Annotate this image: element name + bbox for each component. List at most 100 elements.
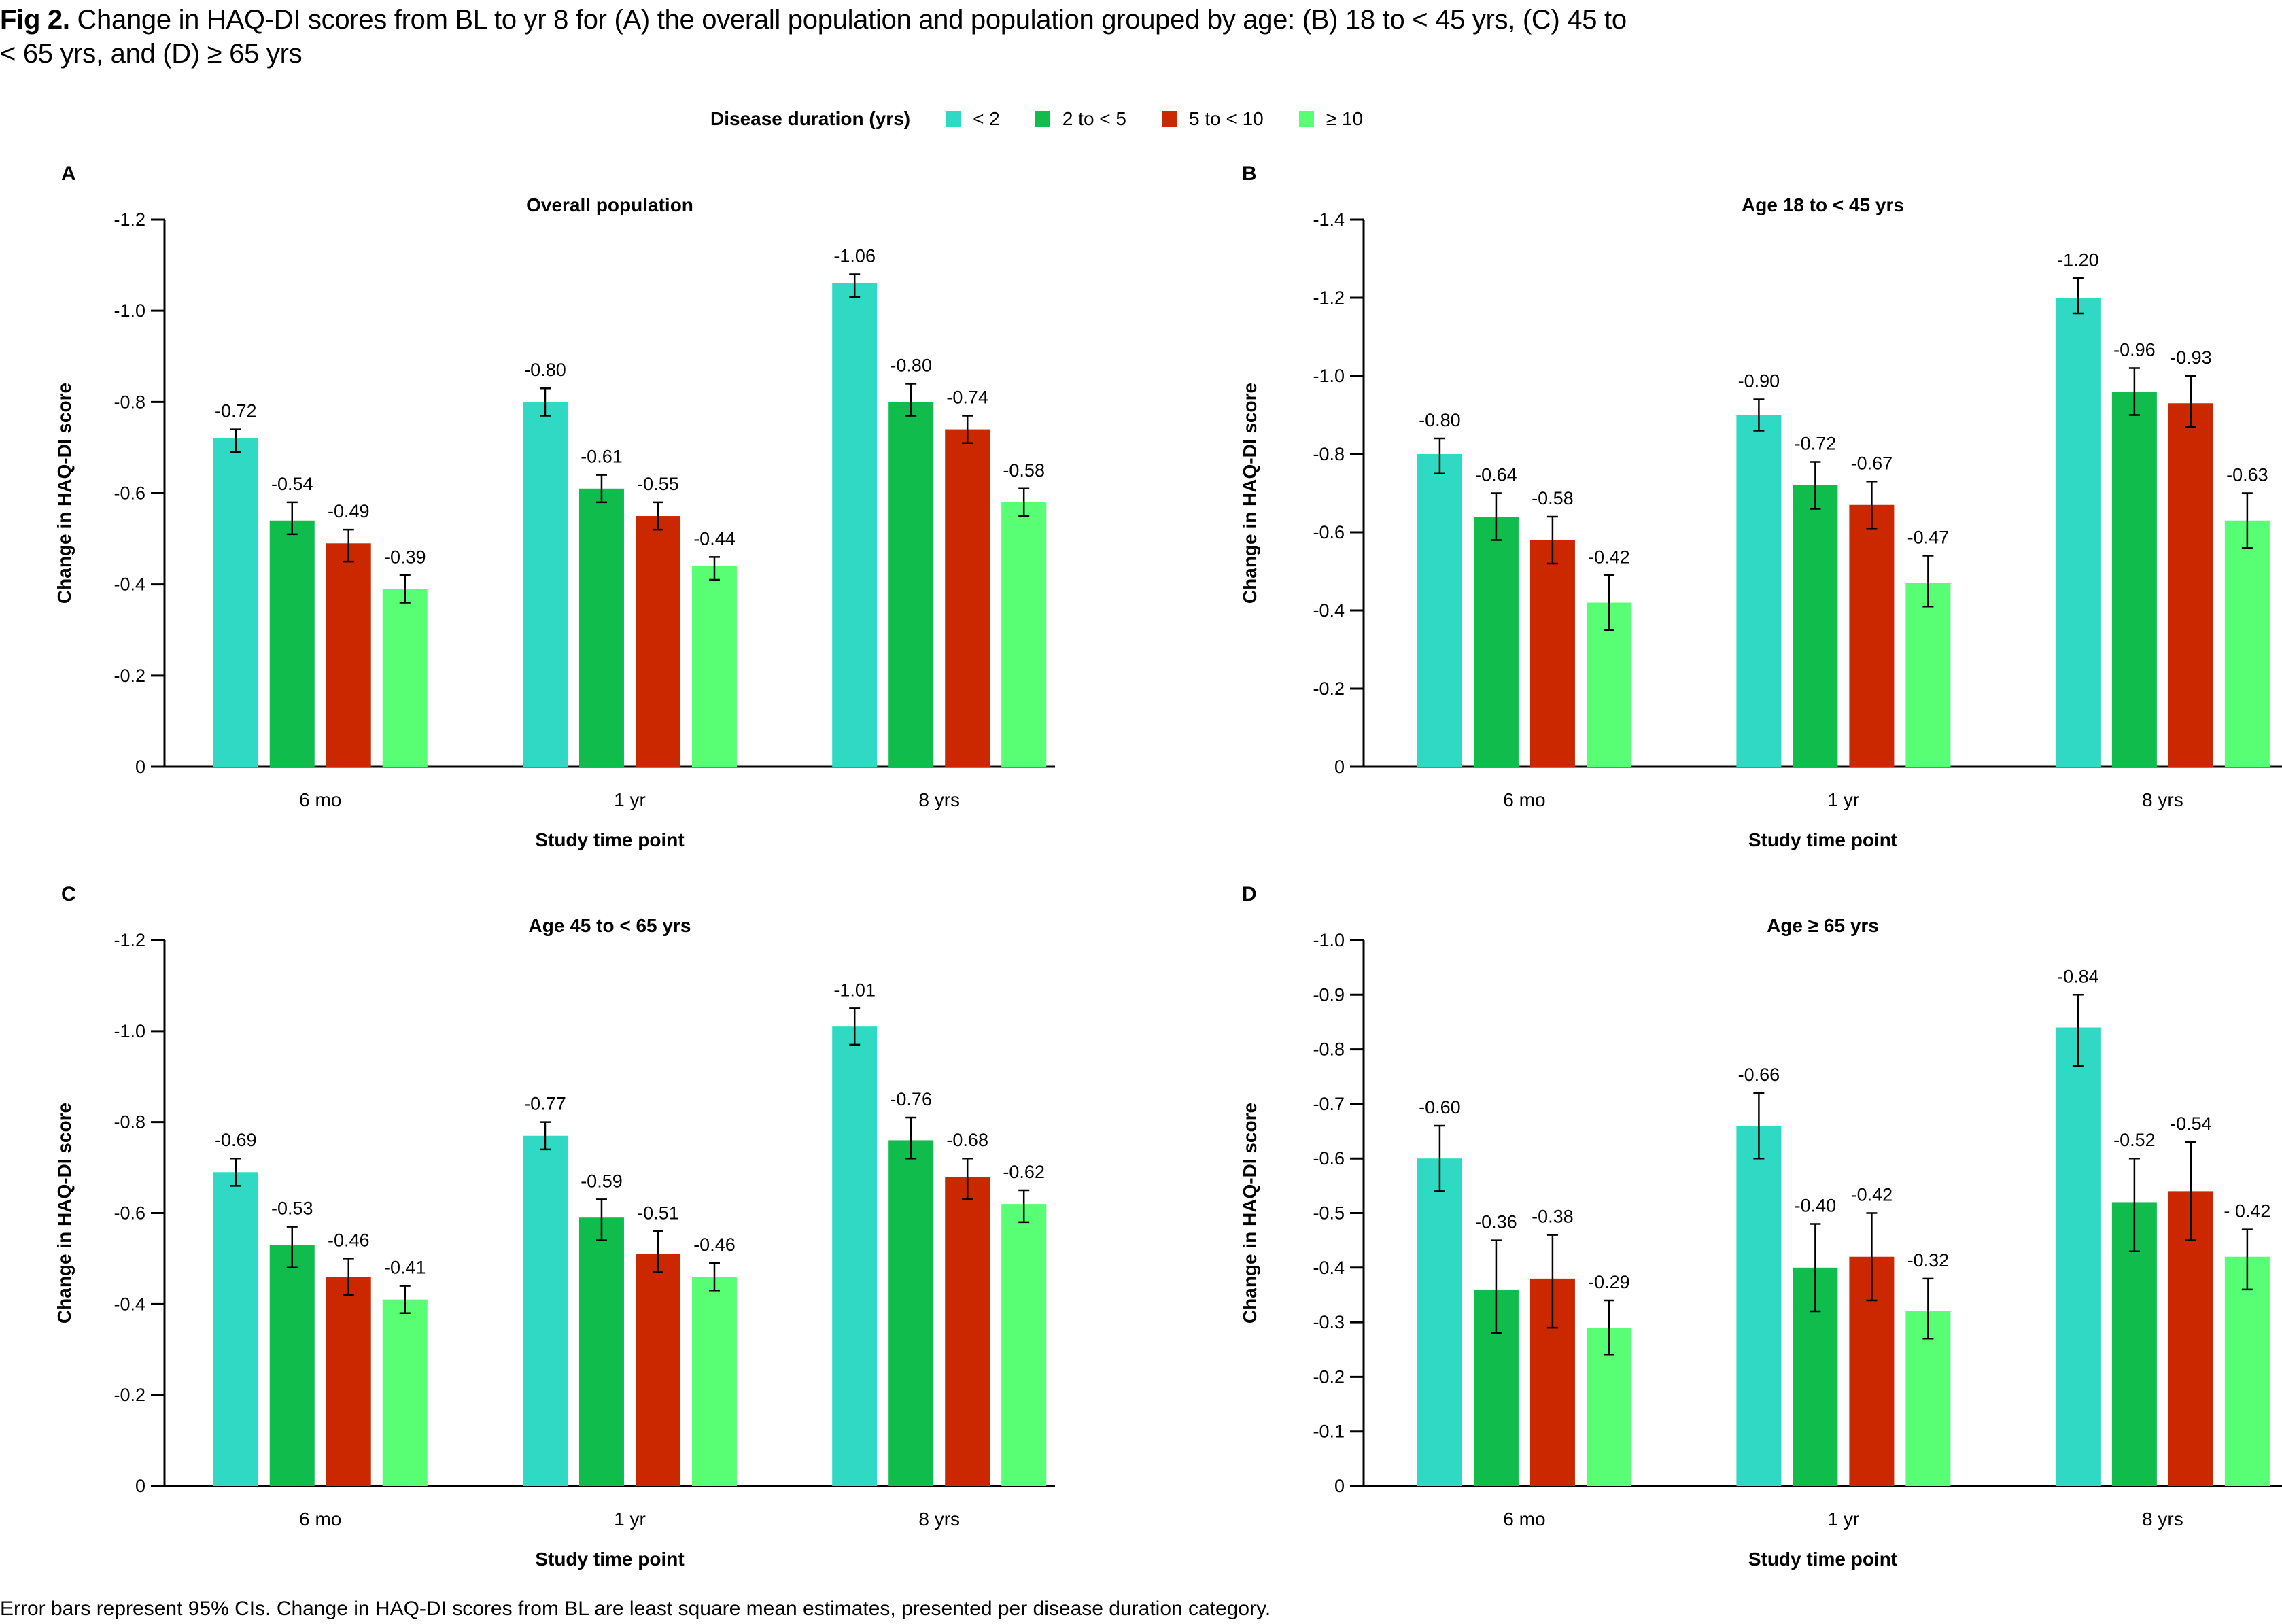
y-axis-title: Change in HAQ-DI score (54, 1103, 75, 1324)
y-tick-label: 0 (1334, 757, 1345, 777)
bar (1001, 502, 1047, 767)
legend-swatch (1162, 111, 1177, 127)
y-tick-label: -0.6 (114, 483, 145, 504)
x-tick-label: 8 yrs (918, 1508, 960, 1530)
y-tick-label: -1.0 (114, 1021, 145, 1041)
y-tick-label: -0.6 (1313, 1148, 1345, 1169)
data-label: -0.63 (2226, 465, 2268, 485)
data-label: -1.06 (833, 246, 876, 266)
panel-letter: C (61, 883, 76, 905)
data-label: -0.46 (328, 1230, 370, 1250)
panel-title: Age 18 to < 45 yrs (1742, 194, 1904, 215)
bar (326, 1277, 371, 1486)
data-label: -0.41 (384, 1258, 426, 1278)
data-label: -0.61 (581, 447, 623, 467)
data-label: -0.42 (1588, 547, 1630, 567)
data-label: -0.49 (328, 501, 370, 521)
y-axis-title: Change in HAQ-DI score (1239, 1103, 1260, 1324)
y-tick-label: -1.0 (1313, 930, 1345, 950)
figure-title: Fig 2. Change in HAQ-DI scores from BL t… (0, 3, 1645, 71)
data-label: -0.68 (946, 1130, 988, 1150)
legend-label: < 2 (973, 108, 1000, 129)
bar (213, 438, 258, 767)
y-axis-title: Change in HAQ-DI score (1239, 383, 1260, 604)
panel-title: Age 45 to < 65 yrs (529, 915, 691, 936)
panel-letter: B (1242, 162, 1257, 185)
x-axis-title: Study time point (535, 1549, 684, 1570)
y-tick-label: 0 (135, 1476, 145, 1496)
data-label: -0.54 (2170, 1113, 2212, 1134)
data-label: -1.01 (833, 980, 876, 1000)
data-label: -0.74 (946, 387, 988, 407)
legend-swatch (1035, 111, 1050, 127)
x-tick-label: 8 yrs (918, 789, 960, 810)
legend-label: 5 to < 10 (1189, 108, 1264, 129)
bar (635, 516, 680, 767)
y-tick-label: -0.3 (1313, 1312, 1345, 1332)
bar (888, 1140, 934, 1486)
data-label: -0.66 (1738, 1065, 1780, 1085)
bar (2111, 392, 2157, 767)
data-label: -0.38 (1532, 1207, 1574, 1227)
y-tick-label: -0.5 (1313, 1203, 1345, 1224)
y-tick-label: 0 (135, 757, 145, 777)
bar (578, 488, 624, 767)
bar (522, 402, 568, 767)
data-label: -0.59 (581, 1171, 623, 1191)
panel-b: B Age 18 to < 45 yrs 0 -0.2 -0.4 -0.6 -0.8 -1.0… (1239, 162, 2282, 850)
data-label: -0.77 (524, 1094, 566, 1114)
x-tick-label: 6 mo (1503, 1508, 1545, 1530)
y-tick-label: -0.8 (114, 1112, 145, 1133)
data-label: -0.58 (1532, 488, 1574, 508)
data-label: -0.80 (890, 356, 932, 376)
legend: Disease duration (yrs) < 2 2 to < 5 5 to… (710, 105, 1398, 133)
x-tick-label: 1 yr (1828, 789, 1860, 810)
legend-swatch (946, 111, 961, 127)
y-tick-label: 0 (1334, 1476, 1345, 1496)
bar (1001, 1204, 1047, 1486)
data-label: -0.80 (524, 360, 566, 380)
legend-label: ≥ 10 (1326, 108, 1364, 129)
y-tick-label: -0.2 (114, 666, 145, 686)
data-label: -0.36 (1475, 1212, 1517, 1232)
data-label: -0.39 (384, 547, 426, 567)
data-label: -0.29 (1588, 1272, 1630, 1292)
bar (945, 429, 990, 767)
panel-title: Overall population (526, 194, 693, 215)
x-tick-label: 8 yrs (2142, 1508, 2183, 1530)
y-tick-label: -1.0 (114, 300, 145, 321)
data-label: -0.67 (1851, 453, 1893, 473)
x-axis-title: Study time point (1748, 1549, 1897, 1570)
data-label: -0.58 (1003, 460, 1045, 481)
bar (832, 283, 878, 767)
legend-swatch (1298, 111, 1314, 127)
data-label: -0.72 (1795, 434, 1837, 454)
data-label: -0.64 (1475, 465, 1517, 485)
y-tick-label: -0.4 (114, 1294, 145, 1314)
bar (1736, 1126, 1782, 1486)
data-label: -0.60 (1419, 1097, 1461, 1118)
data-label: -0.84 (2057, 966, 2099, 986)
y-axis-title: Change in HAQ-DI score (54, 383, 75, 604)
legend-item-2to5: 2 to < 5 (1035, 108, 1126, 130)
bar (578, 1217, 624, 1486)
bar (269, 1245, 315, 1486)
y-tick-label: -0.2 (1313, 678, 1345, 699)
legend-label: 2 to < 5 (1062, 108, 1126, 129)
data-label: -0.40 (1795, 1196, 1837, 1216)
legend-item-lt2: < 2 (946, 108, 1000, 130)
bar (2055, 298, 2101, 767)
data-label: -0.80 (1419, 410, 1461, 430)
data-label: -0.55 (637, 474, 679, 494)
bar (1905, 583, 1951, 767)
data-label: -0.52 (2113, 1130, 2156, 1150)
bar (269, 520, 315, 767)
x-tick-label: 1 yr (614, 789, 646, 810)
y-tick-label: -0.4 (114, 574, 145, 595)
data-label: - 0.42 (2224, 1201, 2270, 1222)
x-axis-title: Study time point (535, 829, 684, 850)
y-tick-label: -0.1 (1313, 1421, 1345, 1442)
y-tick-label: -0.2 (114, 1385, 145, 1405)
data-label: -0.47 (1907, 528, 1950, 548)
bar (2168, 403, 2213, 767)
